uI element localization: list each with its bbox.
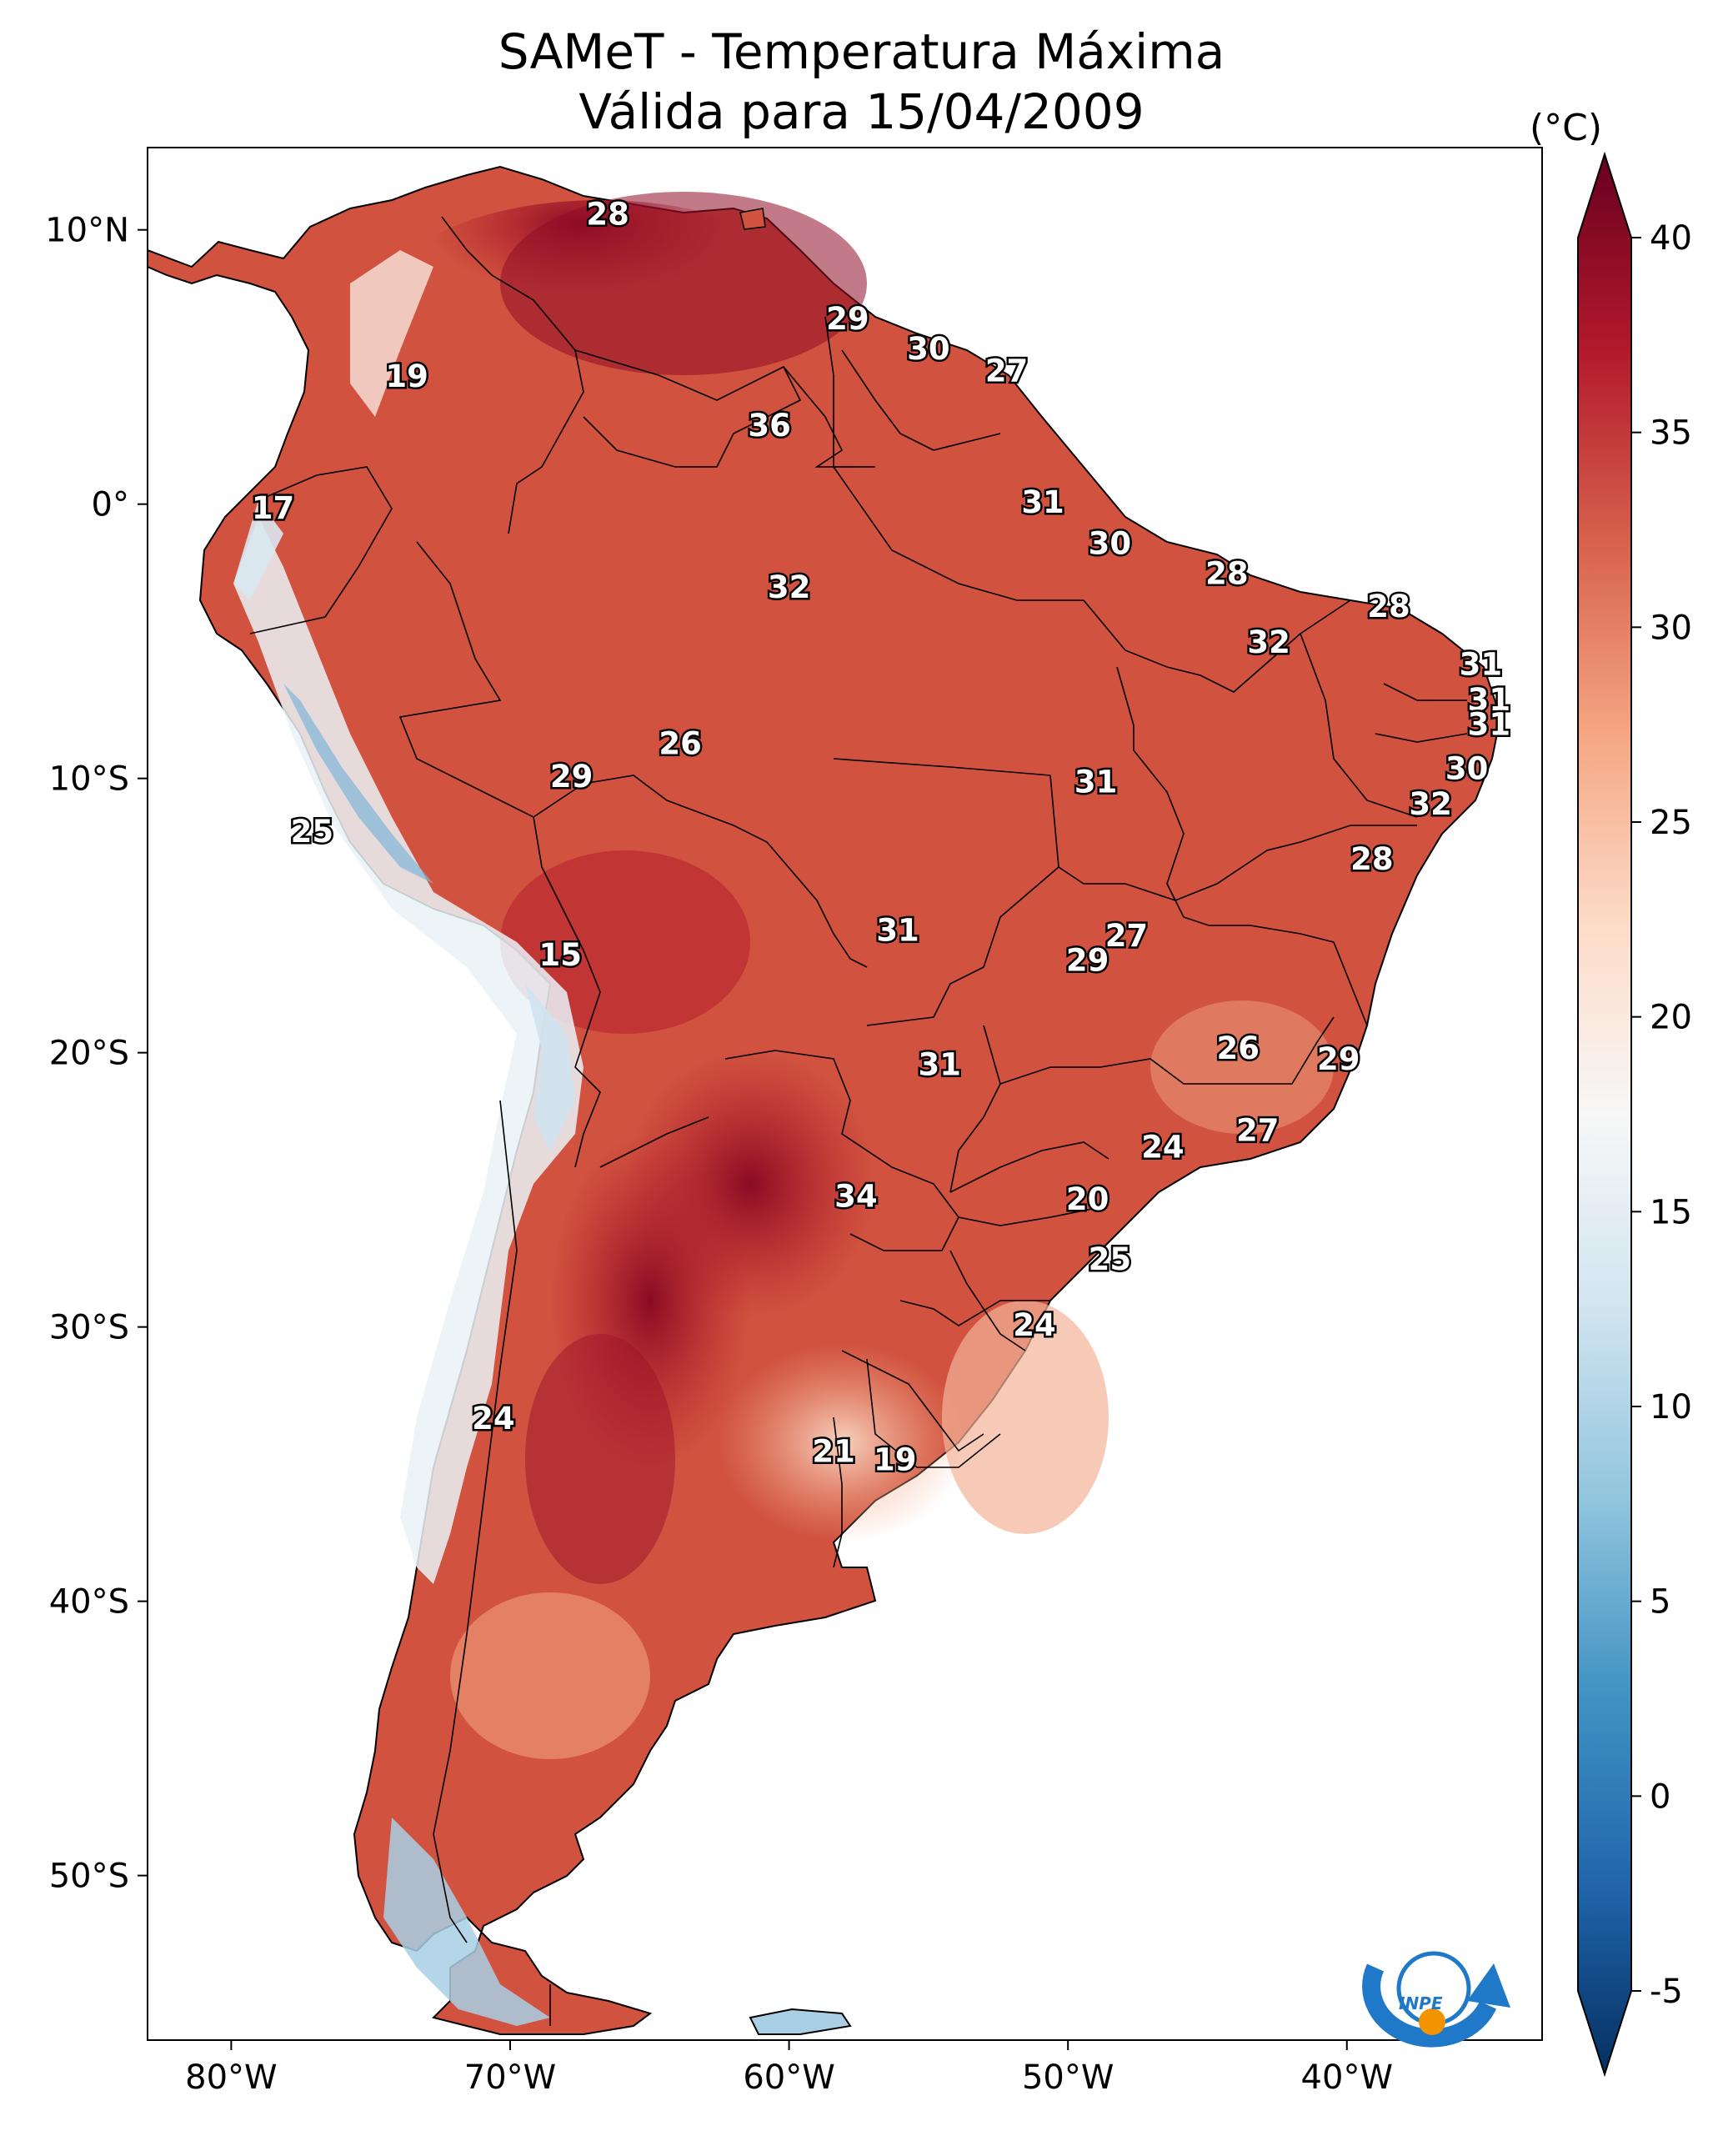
- station-value-label: 30: [907, 331, 950, 367]
- station-value-label: 31: [1021, 484, 1064, 520]
- lat-tick-label: 40°S: [49, 1583, 129, 1622]
- lat-tick-label: 30°S: [49, 1309, 129, 1347]
- continent-layer: [148, 165, 1502, 2035]
- station-value-label: 32: [768, 569, 811, 605]
- station-value-label: 31: [1074, 765, 1118, 800]
- station-value-label: 27: [1236, 1113, 1280, 1149]
- lat-tick-label: 10°S: [49, 760, 129, 799]
- station-value-label: 31: [1468, 707, 1511, 743]
- station-value-label: 24: [472, 1401, 515, 1436]
- station-value-label: 34: [834, 1179, 878, 1215]
- station-value-label: 24: [1141, 1129, 1185, 1165]
- station-value-label: 27: [1105, 918, 1149, 954]
- trinidad-island: [739, 208, 766, 230]
- station-value-label: 28: [1205, 556, 1249, 592]
- station-value-label: 19: [385, 358, 428, 394]
- latitude-axis: 10°N 0° 10°S 20°S 30°S 40°S 50°S: [45, 212, 148, 1896]
- logo-dot: [1419, 2008, 1445, 2035]
- colorbar-tick-label: 35: [1650, 414, 1692, 453]
- logo-arrow-icon: [1467, 1963, 1510, 2008]
- longitude-axis: 80°W 70°W 60°W 50°W 40°W: [185, 2040, 1393, 2097]
- lon-tick-label: 50°W: [1022, 2058, 1114, 2097]
- station-value-label: 28: [586, 197, 629, 233]
- colorbar-tick-label: 0: [1650, 1777, 1670, 1816]
- station-value-label: 24: [1013, 1307, 1056, 1343]
- station-value-label: 32: [1409, 786, 1452, 822]
- title-line-2: Válida para 15/04/2009: [579, 83, 1144, 140]
- lon-tick-label: 60°W: [743, 2058, 834, 2097]
- station-value-label: 15: [538, 937, 582, 973]
- station-value-label: 36: [748, 408, 791, 444]
- lon-tick-label: 80°W: [185, 2058, 277, 2097]
- colorbar-bar: [1577, 151, 1632, 2078]
- colorbar-tick-label: 25: [1650, 804, 1692, 842]
- station-value-label: 31: [1468, 682, 1511, 718]
- colorbar-tick-label: -5: [1650, 1973, 1683, 2011]
- lat-tick-label: 50°S: [49, 1858, 129, 1896]
- station-value-label: 31: [919, 1047, 962, 1083]
- lat-tick-label: 10°N: [45, 212, 129, 250]
- station-value-label: 29: [1066, 943, 1109, 979]
- title-line-1: SAMeT - Temperatura Máxima: [498, 23, 1225, 80]
- logo-swoosh: [1362, 1963, 1497, 2048]
- station-value-label: 21: [812, 1433, 855, 1469]
- inpe-logo: INPE: [1362, 1951, 1510, 2048]
- station-value-label: 31: [1460, 646, 1503, 682]
- colorbar-tick-label: 15: [1650, 1193, 1692, 1231]
- country-borders: [249, 216, 1468, 2026]
- logo-text: INPE: [1399, 1993, 1443, 2013]
- falkland-islands: [749, 2008, 852, 2035]
- station-value-label: 31: [876, 912, 919, 948]
- station-value-label: 32: [1247, 624, 1290, 660]
- station-value-label: 25: [1089, 1241, 1132, 1277]
- station-value-label: 26: [659, 726, 702, 762]
- map-title: SAMeT - Temperatura Máxima Válida para 1…: [0, 22, 1723, 142]
- colorbar-unit-label: (°C): [1530, 107, 1603, 149]
- station-value-label: 30: [1089, 526, 1132, 562]
- station-value-label: 29: [1317, 1041, 1360, 1077]
- station-value-label: 29: [550, 759, 594, 795]
- colorbar: 40 35 30 25 20 15 10 5 0 -5: [1577, 151, 1692, 2078]
- colorbar-tick-label: 5: [1650, 1583, 1670, 1622]
- colorbar-tick-label: 40: [1650, 219, 1692, 258]
- lon-tick-label: 70°W: [464, 2058, 556, 2097]
- station-value-label: 28: [1367, 589, 1410, 624]
- station-value-label: 27: [985, 353, 1029, 389]
- lon-tick-label: 40°W: [1301, 2058, 1393, 2097]
- station-value-label: 30: [1445, 750, 1489, 786]
- colorbar-tick-label: 20: [1650, 999, 1692, 1037]
- lat-tick-label: 0°: [92, 486, 129, 524]
- station-value-label: 29: [826, 301, 869, 337]
- colorbar-ticks: 40 35 30 25 20 15 10 5 0 -5: [1631, 219, 1692, 2011]
- station-value-label: 19: [874, 1442, 917, 1477]
- station-value-label: 25: [291, 814, 334, 850]
- station-value-label: 26: [1217, 1030, 1260, 1066]
- colorbar-tick-label: 30: [1650, 609, 1692, 647]
- station-value-label: 17: [252, 490, 295, 526]
- colorbar-tick-label: 10: [1650, 1388, 1692, 1426]
- station-value-label: 28: [1350, 841, 1394, 877]
- map-frame: [147, 147, 1543, 2041]
- lat-tick-label: 20°S: [49, 1035, 129, 1073]
- station-value-label: 20: [1066, 1181, 1109, 1217]
